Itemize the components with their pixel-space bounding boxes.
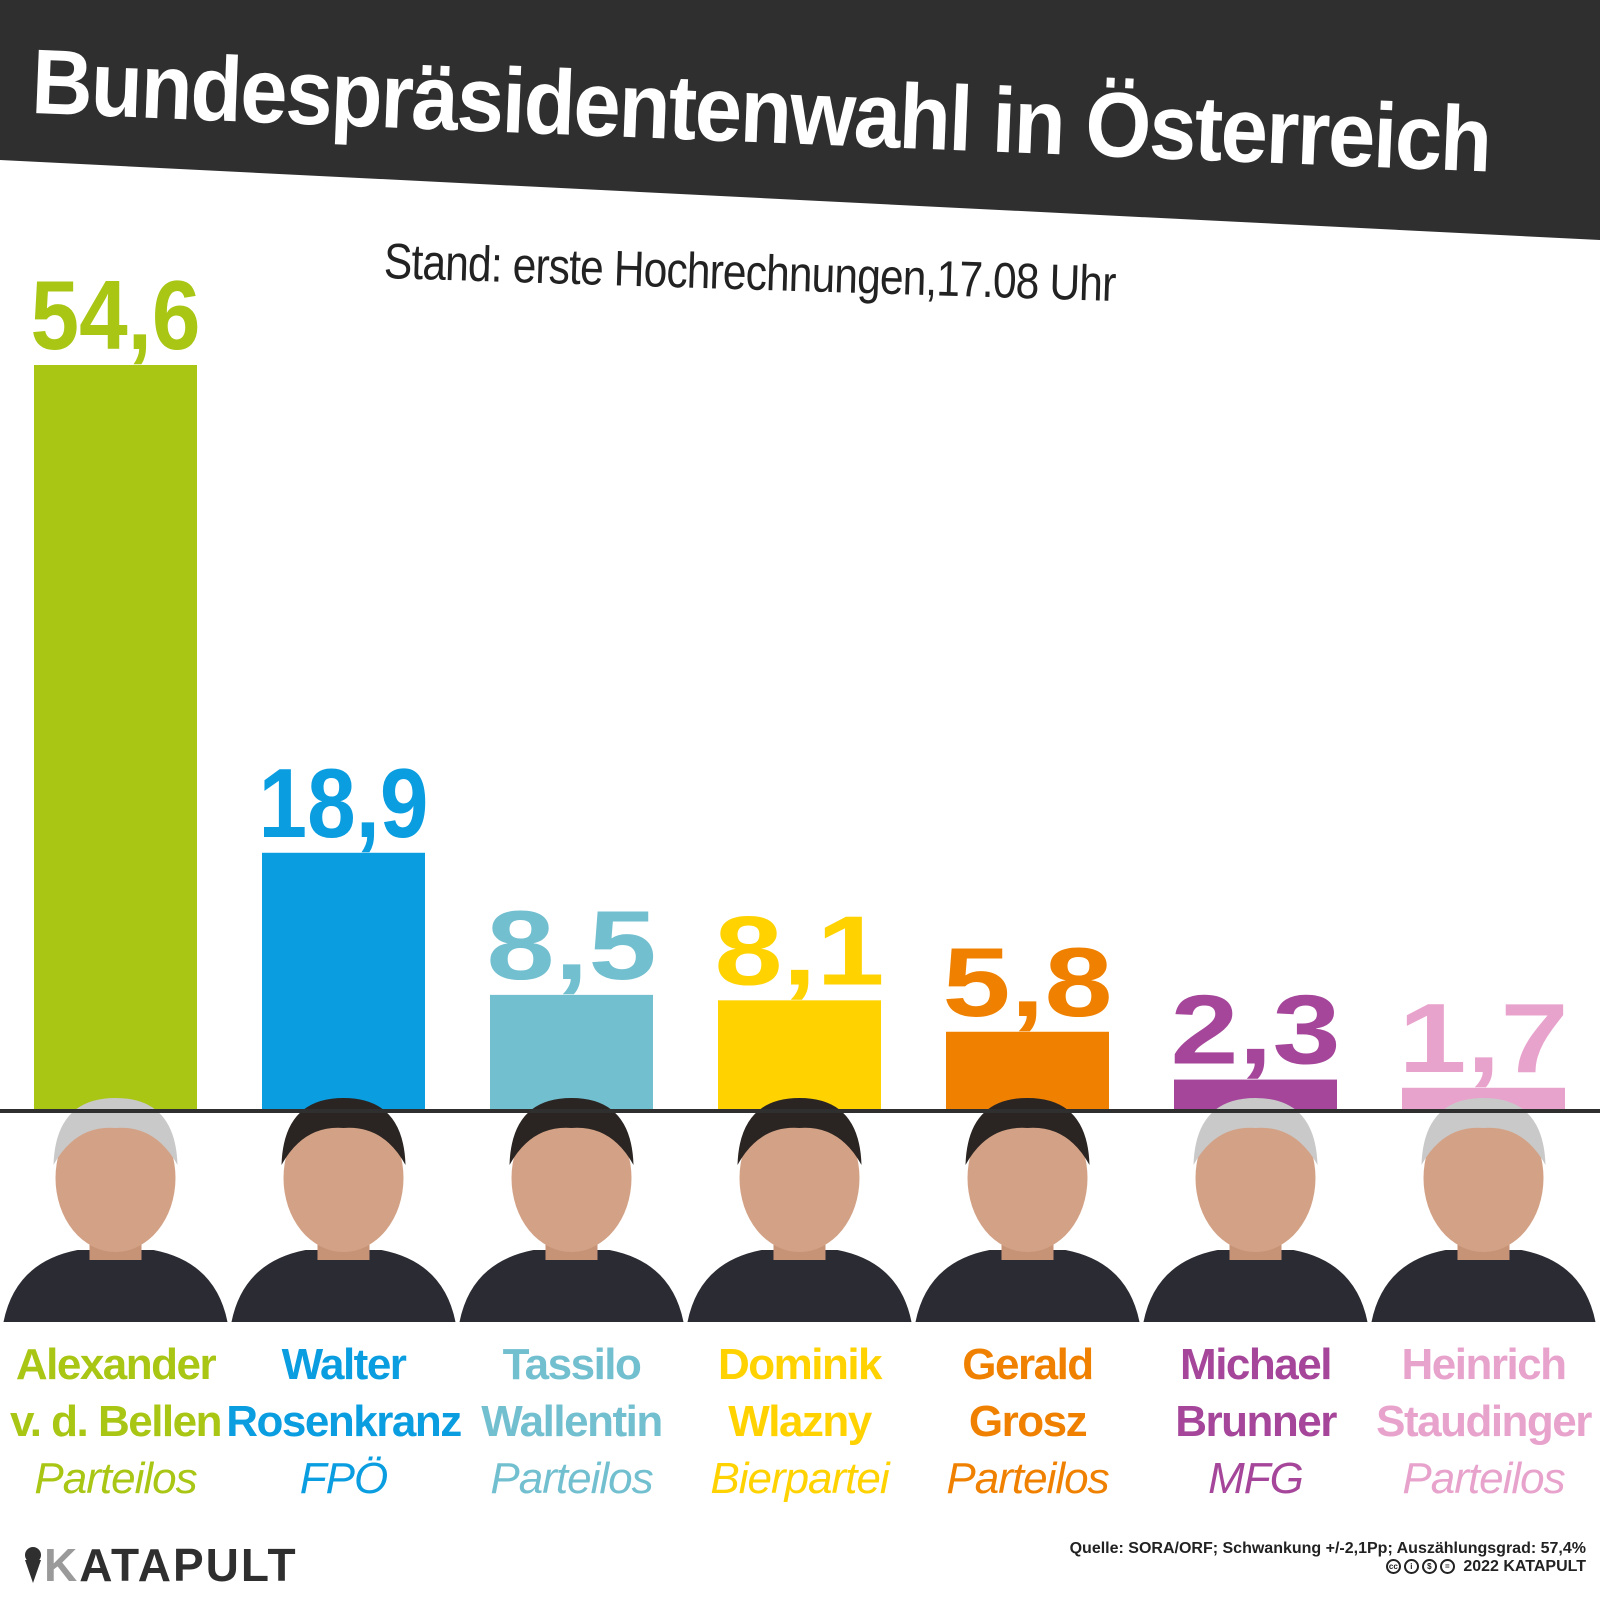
candidate-portrait-1 — [3, 1098, 228, 1322]
candidate-portrait-3 — [459, 1098, 684, 1322]
logo-wordmark: KATAPULT — [44, 1539, 298, 1591]
copyright-text: 2022 KATAPULT — [1463, 1558, 1586, 1575]
candidate-name-line: Dominik — [717, 1340, 883, 1389]
candidate-name-line: Rosenkranz — [226, 1397, 462, 1446]
candidate-name-line: Heinrich — [1401, 1340, 1567, 1389]
bar-1 — [34, 365, 197, 1111]
value-label-1: 54,6 — [31, 260, 201, 370]
katapult-logo: KATAPULT — [22, 1538, 298, 1592]
candidate-name-line: Staudinger — [1376, 1397, 1592, 1446]
source-note: Quelle: SORA/ORF; Schwankung +/-2,1Pp; A… — [1070, 1540, 1586, 1576]
value-label-3: 8,5 — [487, 890, 657, 1000]
candidate-name-line: Alexander — [15, 1340, 217, 1389]
copyright-line: cc i $ = 2022 KATAPULT — [1070, 1558, 1586, 1576]
candidate-party: Parteilos — [946, 1454, 1109, 1503]
candidate-label-5: Gerald Grosz Parteilos — [908, 1336, 1148, 1507]
candidate-party: Parteilos — [490, 1454, 653, 1503]
candidate-portrait-5 — [915, 1098, 1140, 1322]
value-label-2: 18,9 — [259, 748, 429, 858]
candidate-portrait-7 — [1371, 1098, 1596, 1322]
candidate-portrait-2 — [231, 1098, 456, 1322]
value-label-5: 5,8 — [943, 927, 1113, 1037]
candidate-party: Bierpartei — [710, 1454, 889, 1503]
candidate-party: Parteilos — [34, 1454, 197, 1503]
candidate-label-6: Michael Brunner MFG — [1136, 1336, 1376, 1507]
candidate-label-4: Dominik Wlazny Bierpartei — [680, 1336, 920, 1507]
candidate-party: Parteilos — [1402, 1454, 1565, 1503]
bar-4 — [718, 1000, 881, 1111]
bar-2 — [262, 852, 425, 1111]
candidate-label-1: Alexander v. d. Bellen Parteilos — [0, 1336, 236, 1507]
candidate-name-line: Wallentin — [481, 1397, 663, 1446]
cc-license-icon: cc i $ = — [1385, 1559, 1455, 1575]
candidate-portrait-4 — [687, 1098, 912, 1322]
candidate-name-line: Gerald — [962, 1340, 1094, 1389]
candidate-party: FPÖ — [299, 1454, 388, 1503]
bar-chart: 54,6 18,9 8,5 8,1 5,8 2,3 1,7 — [0, 260, 1600, 1322]
candidate-name-line: Michael — [1180, 1340, 1332, 1389]
candidate-portrait-6 — [1143, 1098, 1368, 1322]
candidate-name-line: Walter — [281, 1340, 407, 1389]
candidate-label-3: Tassilo Wallentin Parteilos — [452, 1336, 692, 1507]
source-text: Quelle: SORA/ORF; Schwankung +/-2,1Pp; A… — [1069, 1540, 1586, 1557]
ice-cream-icon — [25, 1547, 41, 1583]
candidate-name-line: Brunner — [1175, 1397, 1337, 1446]
value-label-6: 2,3 — [1171, 975, 1341, 1085]
value-label-7: 1,7 — [1399, 983, 1569, 1093]
candidate-name-line: Tassilo — [502, 1340, 642, 1389]
candidate-label-2: Walter Rosenkranz FPÖ — [224, 1336, 464, 1507]
candidate-name-line: Wlazny — [728, 1397, 872, 1446]
bar-3 — [490, 994, 653, 1111]
candidate-name-line: Grosz — [968, 1397, 1088, 1446]
bar-5 — [946, 1031, 1109, 1111]
value-label-4: 8,1 — [715, 895, 885, 1005]
candidate-name-line: v. d. Bellen — [9, 1397, 223, 1446]
candidate-party: MFG — [1208, 1454, 1304, 1503]
candidate-label-7: Heinrich Staudinger Parteilos — [1364, 1336, 1600, 1507]
